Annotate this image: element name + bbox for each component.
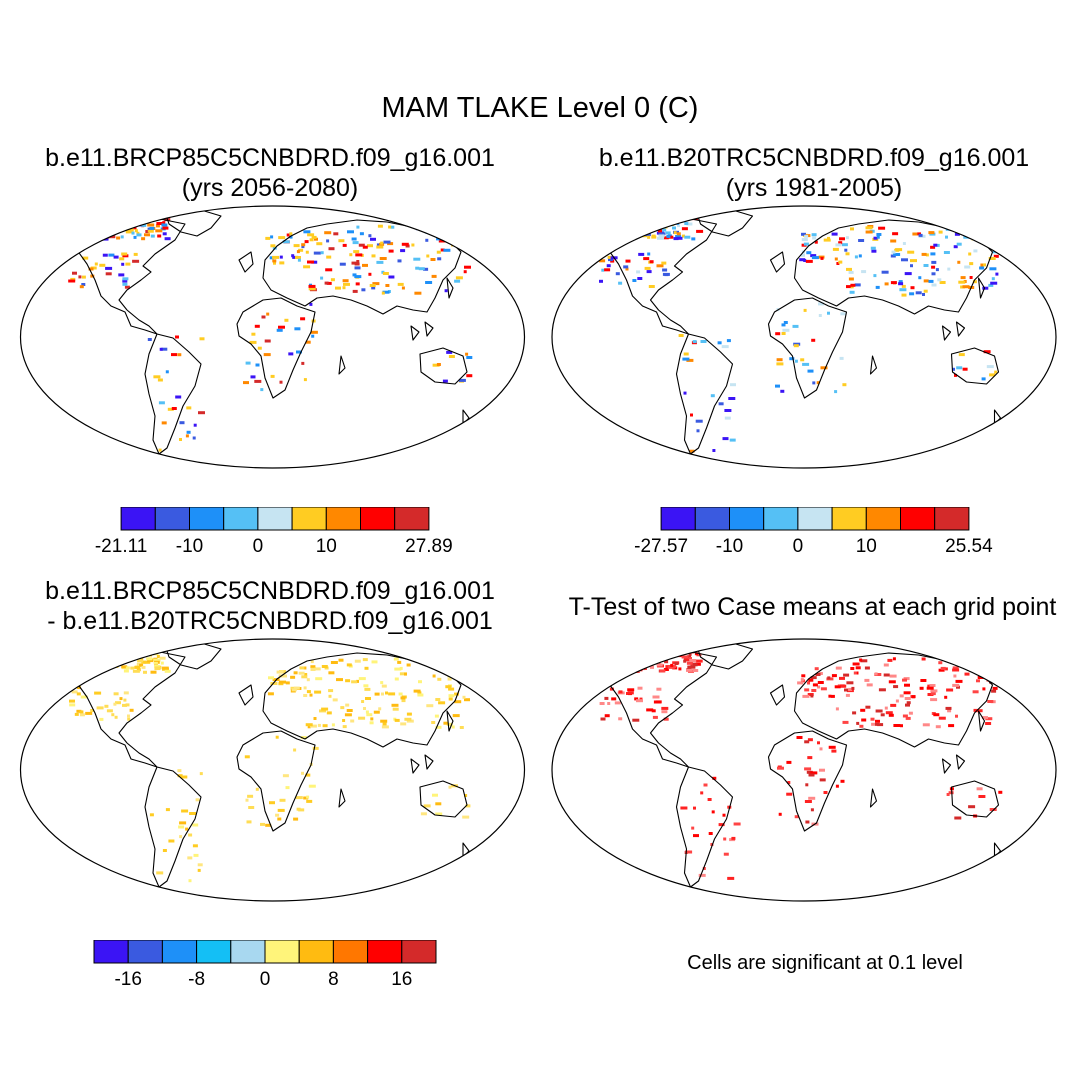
panel-2-title-line2: (yrs 1981-2005) <box>725 174 903 202</box>
colorbar-2-swatch <box>763 507 799 531</box>
colorbar-1-swatch <box>360 507 396 531</box>
panel-3-title-line1: b.e11.BRCP85C5CNBDRD.f09_g16.001 <box>45 577 495 605</box>
colorbar-difference: -16 -8 0 8 16 <box>93 940 437 990</box>
colorbar-1-tick-label: 0 <box>253 536 264 557</box>
map-panel-ttest <box>551 638 1057 902</box>
colorbar-3-swatch <box>401 940 437 964</box>
panel-3-title: b.e11.BRCP85C5CNBDRD.f09_g16.001 - b.e11… <box>10 576 530 636</box>
colorbar-2-tick-label: -10 <box>716 536 743 557</box>
colorbar-1-tick-label: -10 <box>176 536 203 557</box>
colorbar-3-swatch <box>367 940 403 964</box>
figure-title: MAM TLAKE Level 0 (C) <box>381 92 699 124</box>
colorbar-2-swatch <box>934 507 970 531</box>
panel-1-title: b.e11.BRCP85C5CNBDRD.f09_g16.001 (yrs 20… <box>10 143 530 203</box>
map-panel-future <box>19 205 526 469</box>
colorbar-2-tick-label: 0 <box>793 536 804 557</box>
colorbar-2-swatch <box>729 507 765 531</box>
map-panel-difference <box>19 638 526 902</box>
colorbar-3-tick-label: 8 <box>328 969 339 990</box>
colorbar-2-tick-label: 10 <box>856 536 877 557</box>
colorbar-3-swatch <box>93 940 129 964</box>
colorbar-2-tick-label: -27.57 <box>634 536 688 557</box>
colorbar-2-swatch <box>660 507 696 531</box>
colorbar-3-swatch <box>230 940 266 964</box>
panel-4-title-line1: T-Test of two Case means at each grid po… <box>568 593 1057 621</box>
colorbar-2-tick-label: 25.54 <box>945 536 993 557</box>
colorbar-1-swatch <box>325 507 362 531</box>
colorbar-2-swatch <box>865 507 902 531</box>
colorbar-3-tick-label: -8 <box>188 969 205 990</box>
colorbar-1-tick-label: -21.11 <box>95 536 147 557</box>
colorbar-3-swatch <box>127 940 163 964</box>
colorbar-1-swatch <box>189 507 225 531</box>
colorbar-3-tick-label: -16 <box>114 969 141 990</box>
colorbar-future: -21.11 -10 0 10 27.89 <box>95 507 453 557</box>
colorbar-1-swatch <box>257 507 293 531</box>
panel-1-title-line2: (yrs 2056-2080) <box>181 174 359 202</box>
colorbar-2-swatch <box>831 507 867 531</box>
colorbar-1-tick-label: 27.89 <box>405 536 453 557</box>
colorbar-1-swatch <box>120 507 156 531</box>
colorbar-3-tick-label: 16 <box>391 969 412 990</box>
colorbar-1-swatch <box>394 507 430 531</box>
colorbar-historical: -27.57 -10 0 10 25.54 <box>634 507 993 557</box>
colorbar-2-swatch <box>900 507 936 531</box>
colorbar-2-swatch <box>694 507 731 531</box>
colorbar-3-swatch <box>332 940 369 964</box>
panel-4-title: T-Test of two Case means at each grid po… <box>545 592 1080 622</box>
significance-note: Cells are significant at 0.1 level <box>687 952 963 974</box>
colorbar-3-swatch <box>161 940 198 964</box>
colorbar-3-swatch <box>298 940 334 964</box>
colorbar-1-tick-label: 10 <box>316 536 337 557</box>
colorbar-1-swatch <box>223 507 259 531</box>
map-panel-historical <box>551 205 1057 469</box>
colorbar-1-swatch <box>291 507 327 531</box>
panel-2-title-line1: b.e11.B20TRC5CNBDRD.f09_g16.001 <box>598 144 1030 172</box>
panel-1-title-line1: b.e11.BRCP85C5CNBDRD.f09_g16.001 <box>45 144 495 172</box>
panel-3-title-line2: - b.e11.B20TRC5CNBDRD.f09_g16.001 <box>47 607 493 635</box>
colorbar-1-swatch <box>154 507 191 531</box>
colorbar-2-swatch <box>797 507 833 531</box>
colorbar-3-swatch <box>264 940 300 964</box>
colorbar-3-tick-label: 0 <box>260 969 271 990</box>
colorbar-3-swatch <box>196 940 232 964</box>
panel-2-title: b.e11.B20TRC5CNBDRD.f09_g16.001 (yrs 198… <box>548 143 1080 203</box>
